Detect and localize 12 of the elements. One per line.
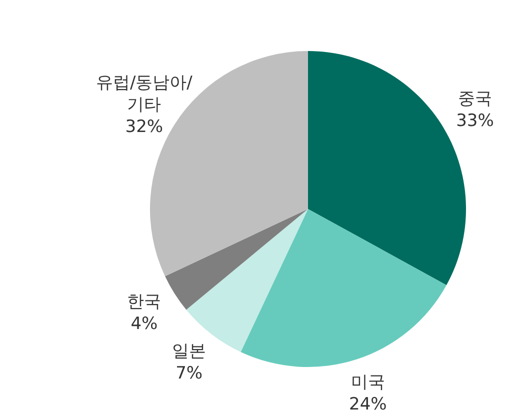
data-label: 7% bbox=[176, 363, 203, 384]
data-label: 33% bbox=[456, 111, 494, 132]
slice-label: 한국 bbox=[127, 292, 162, 312]
slice-label: 미국 bbox=[350, 372, 385, 393]
data-label: 24% bbox=[349, 394, 387, 415]
data-label: 4% bbox=[130, 314, 158, 334]
slice-label: 중국 bbox=[458, 89, 492, 110]
pie-slice bbox=[240, 209, 446, 367]
slice-label: 일본 bbox=[172, 341, 206, 362]
data-label: 32% bbox=[125, 117, 164, 138]
pie-slice bbox=[165, 209, 308, 310]
slice-label: 유럽/동남아/기타 bbox=[96, 73, 193, 116]
